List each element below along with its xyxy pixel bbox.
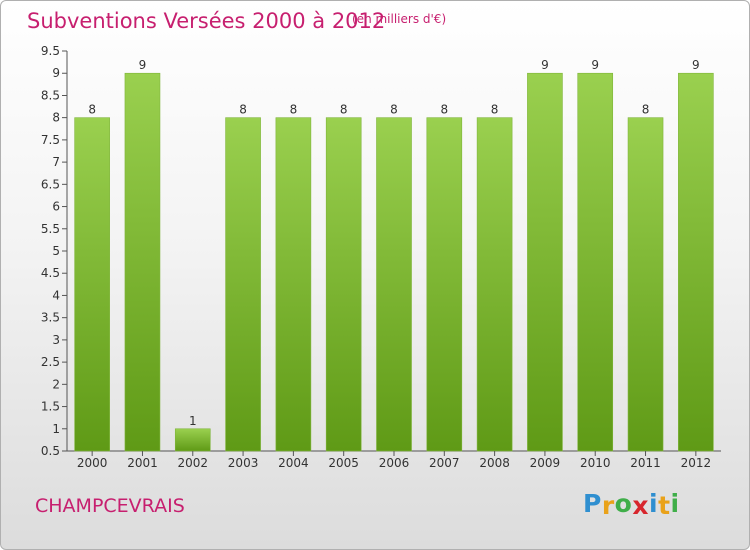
y-tick-label: 0.5 xyxy=(41,444,60,458)
y-tick-label: 6 xyxy=(52,200,60,214)
y-tick-label: 1.5 xyxy=(41,400,60,414)
bar-2000 xyxy=(74,117,110,452)
y-tick-label: 4 xyxy=(52,288,60,302)
logo-letter: o xyxy=(614,489,633,518)
y-tick-label: 5.5 xyxy=(41,222,60,236)
y-tick-label: 7.5 xyxy=(41,133,60,147)
logo-letter: P xyxy=(583,489,602,518)
y-tick-label: 7 xyxy=(52,155,60,169)
data-label-2004: 8 xyxy=(290,103,298,117)
data-label-2006: 8 xyxy=(390,103,398,117)
bar-2009 xyxy=(527,72,563,452)
bar-2004 xyxy=(275,117,312,452)
y-tick-label: 2.5 xyxy=(41,355,60,369)
data-label-2005: 8 xyxy=(340,103,348,117)
y-tick-label: 5 xyxy=(52,244,60,258)
y-tick-label: 2 xyxy=(52,377,60,391)
x-tick-label-2004: 2004 xyxy=(278,456,309,470)
x-tick-label-2011: 2011 xyxy=(630,456,661,470)
y-tick-label: 3 xyxy=(52,333,60,347)
x-tick-label-2003: 2003 xyxy=(228,456,259,470)
data-label-2000: 8 xyxy=(88,103,96,117)
x-tick-label-2010: 2010 xyxy=(580,456,611,470)
data-label-2007: 8 xyxy=(440,103,448,117)
x-tick-label-2008: 2008 xyxy=(479,456,510,470)
y-tick-label: 8 xyxy=(52,111,60,125)
x-tick-label-2009: 2009 xyxy=(530,456,561,470)
data-label-2008: 8 xyxy=(491,103,499,117)
y-tick-label: 9 xyxy=(52,66,60,80)
logo-letter: i xyxy=(670,489,680,518)
data-label-2012: 9 xyxy=(692,58,700,72)
proxiti-logo[interactable]: Proxiti xyxy=(583,489,680,520)
logo-letter: i xyxy=(649,489,659,518)
x-tick-label-2000: 2000 xyxy=(77,456,108,470)
bar-2012 xyxy=(678,72,714,452)
data-label-2011: 8 xyxy=(642,103,650,117)
data-label-2001: 9 xyxy=(139,58,147,72)
bar-2010 xyxy=(577,72,614,452)
bar-2007 xyxy=(426,117,463,452)
bar-2002 xyxy=(174,428,211,452)
y-tick-label: 8.5 xyxy=(41,88,60,102)
bar-2008 xyxy=(476,117,513,452)
logo-letter: x xyxy=(632,491,649,520)
chart-title: Subventions Versées 2000 à 2012 xyxy=(27,9,386,33)
y-tick-label: 4.5 xyxy=(41,266,60,280)
y-tick-label: 9.5 xyxy=(41,44,60,58)
data-label-2002: 1 xyxy=(189,414,197,428)
x-tick-label-2005: 2005 xyxy=(328,456,359,470)
bar-2003 xyxy=(225,117,261,452)
bar-2001 xyxy=(124,72,161,452)
data-label-2010: 9 xyxy=(591,58,599,72)
y-tick-label: 1 xyxy=(52,422,60,436)
y-tick-label: 6.5 xyxy=(41,177,60,191)
x-tick-label-2007: 2007 xyxy=(429,456,460,470)
bar-2005 xyxy=(325,117,362,452)
logo-letter: t xyxy=(658,491,671,520)
x-tick-label-2006: 2006 xyxy=(379,456,410,470)
commune-name: CHAMPCEVRAIS xyxy=(35,495,185,517)
x-tick-label-2002: 2002 xyxy=(177,456,208,470)
x-tick-label-2001: 2001 xyxy=(127,456,158,470)
bar-2011 xyxy=(627,117,664,452)
logo-letter: r xyxy=(601,491,615,520)
data-label-2003: 8 xyxy=(239,103,247,117)
x-tick-label-2012: 2012 xyxy=(681,456,712,470)
bar-2006 xyxy=(376,117,412,452)
y-tick-label: 3.5 xyxy=(41,311,60,325)
data-label-2009: 9 xyxy=(541,58,549,72)
chart-subtitle: (en milliers d'€) xyxy=(352,12,447,26)
